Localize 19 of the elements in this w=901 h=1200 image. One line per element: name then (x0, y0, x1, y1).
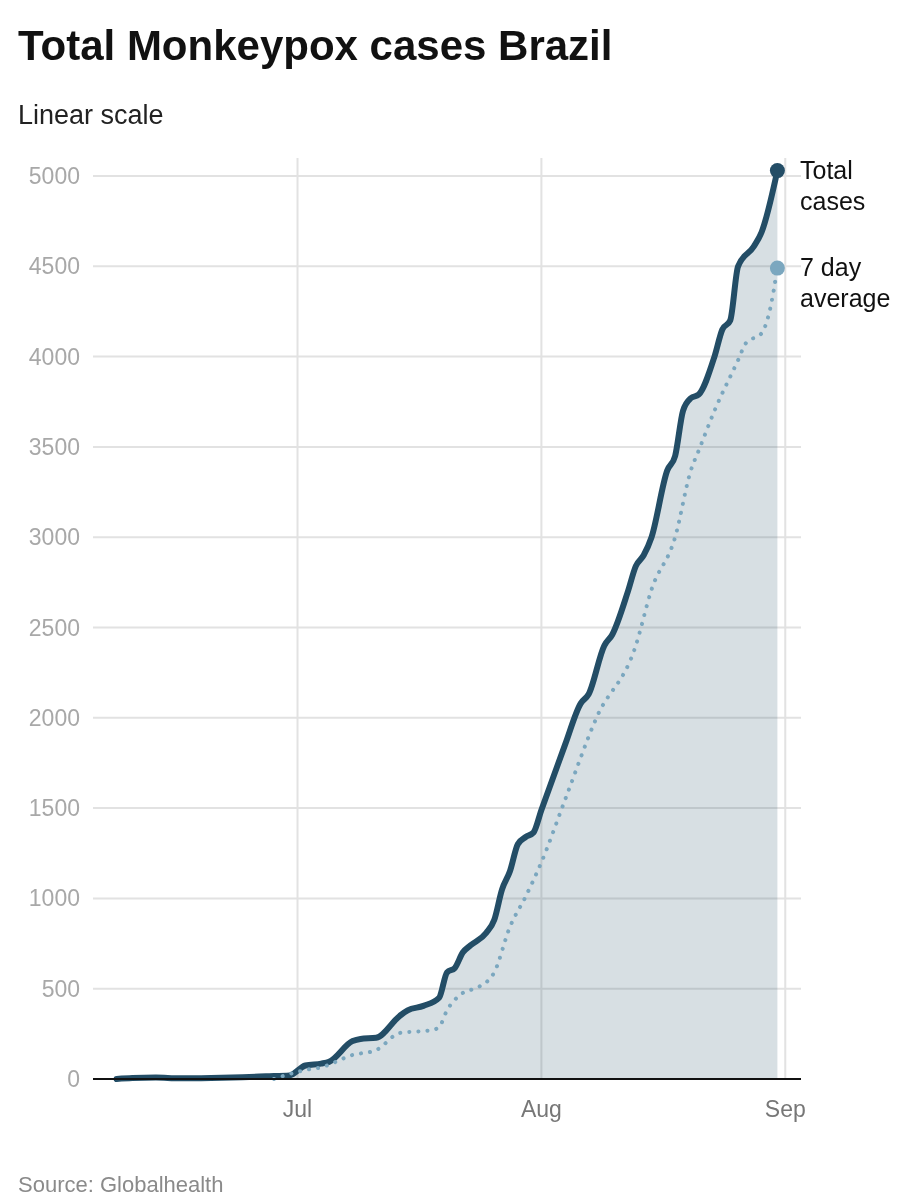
y-tick-label: 4000 (28, 343, 80, 370)
y-tick-label: 4500 (28, 253, 80, 280)
y-tick-label: 1000 (28, 885, 80, 912)
y-tick-label: 5000 (28, 163, 80, 189)
series-label: 7 day average (800, 253, 891, 313)
source-note: Source: Globalhealth (18, 1172, 224, 1197)
x-tick-label: Aug (520, 1096, 562, 1122)
chart-subtitle: Linear scale (18, 100, 164, 130)
series-label: Total cases (800, 155, 866, 215)
x-tick-label: Sep (764, 1096, 806, 1122)
y-tick-label: 1500 (28, 795, 80, 822)
y-tick-label: 3000 (28, 524, 80, 551)
y-tick-label: 0 (67, 1066, 80, 1092)
y-tick-label: 3500 (28, 433, 80, 460)
y-tick-label: 2500 (28, 614, 80, 641)
x-tick-label: Jul (282, 1096, 313, 1122)
y-tick-label: 500 (41, 975, 80, 1002)
chart-title: Total Monkeypox cases Brazil (18, 22, 613, 69)
y-tick-label: 2000 (28, 704, 80, 731)
